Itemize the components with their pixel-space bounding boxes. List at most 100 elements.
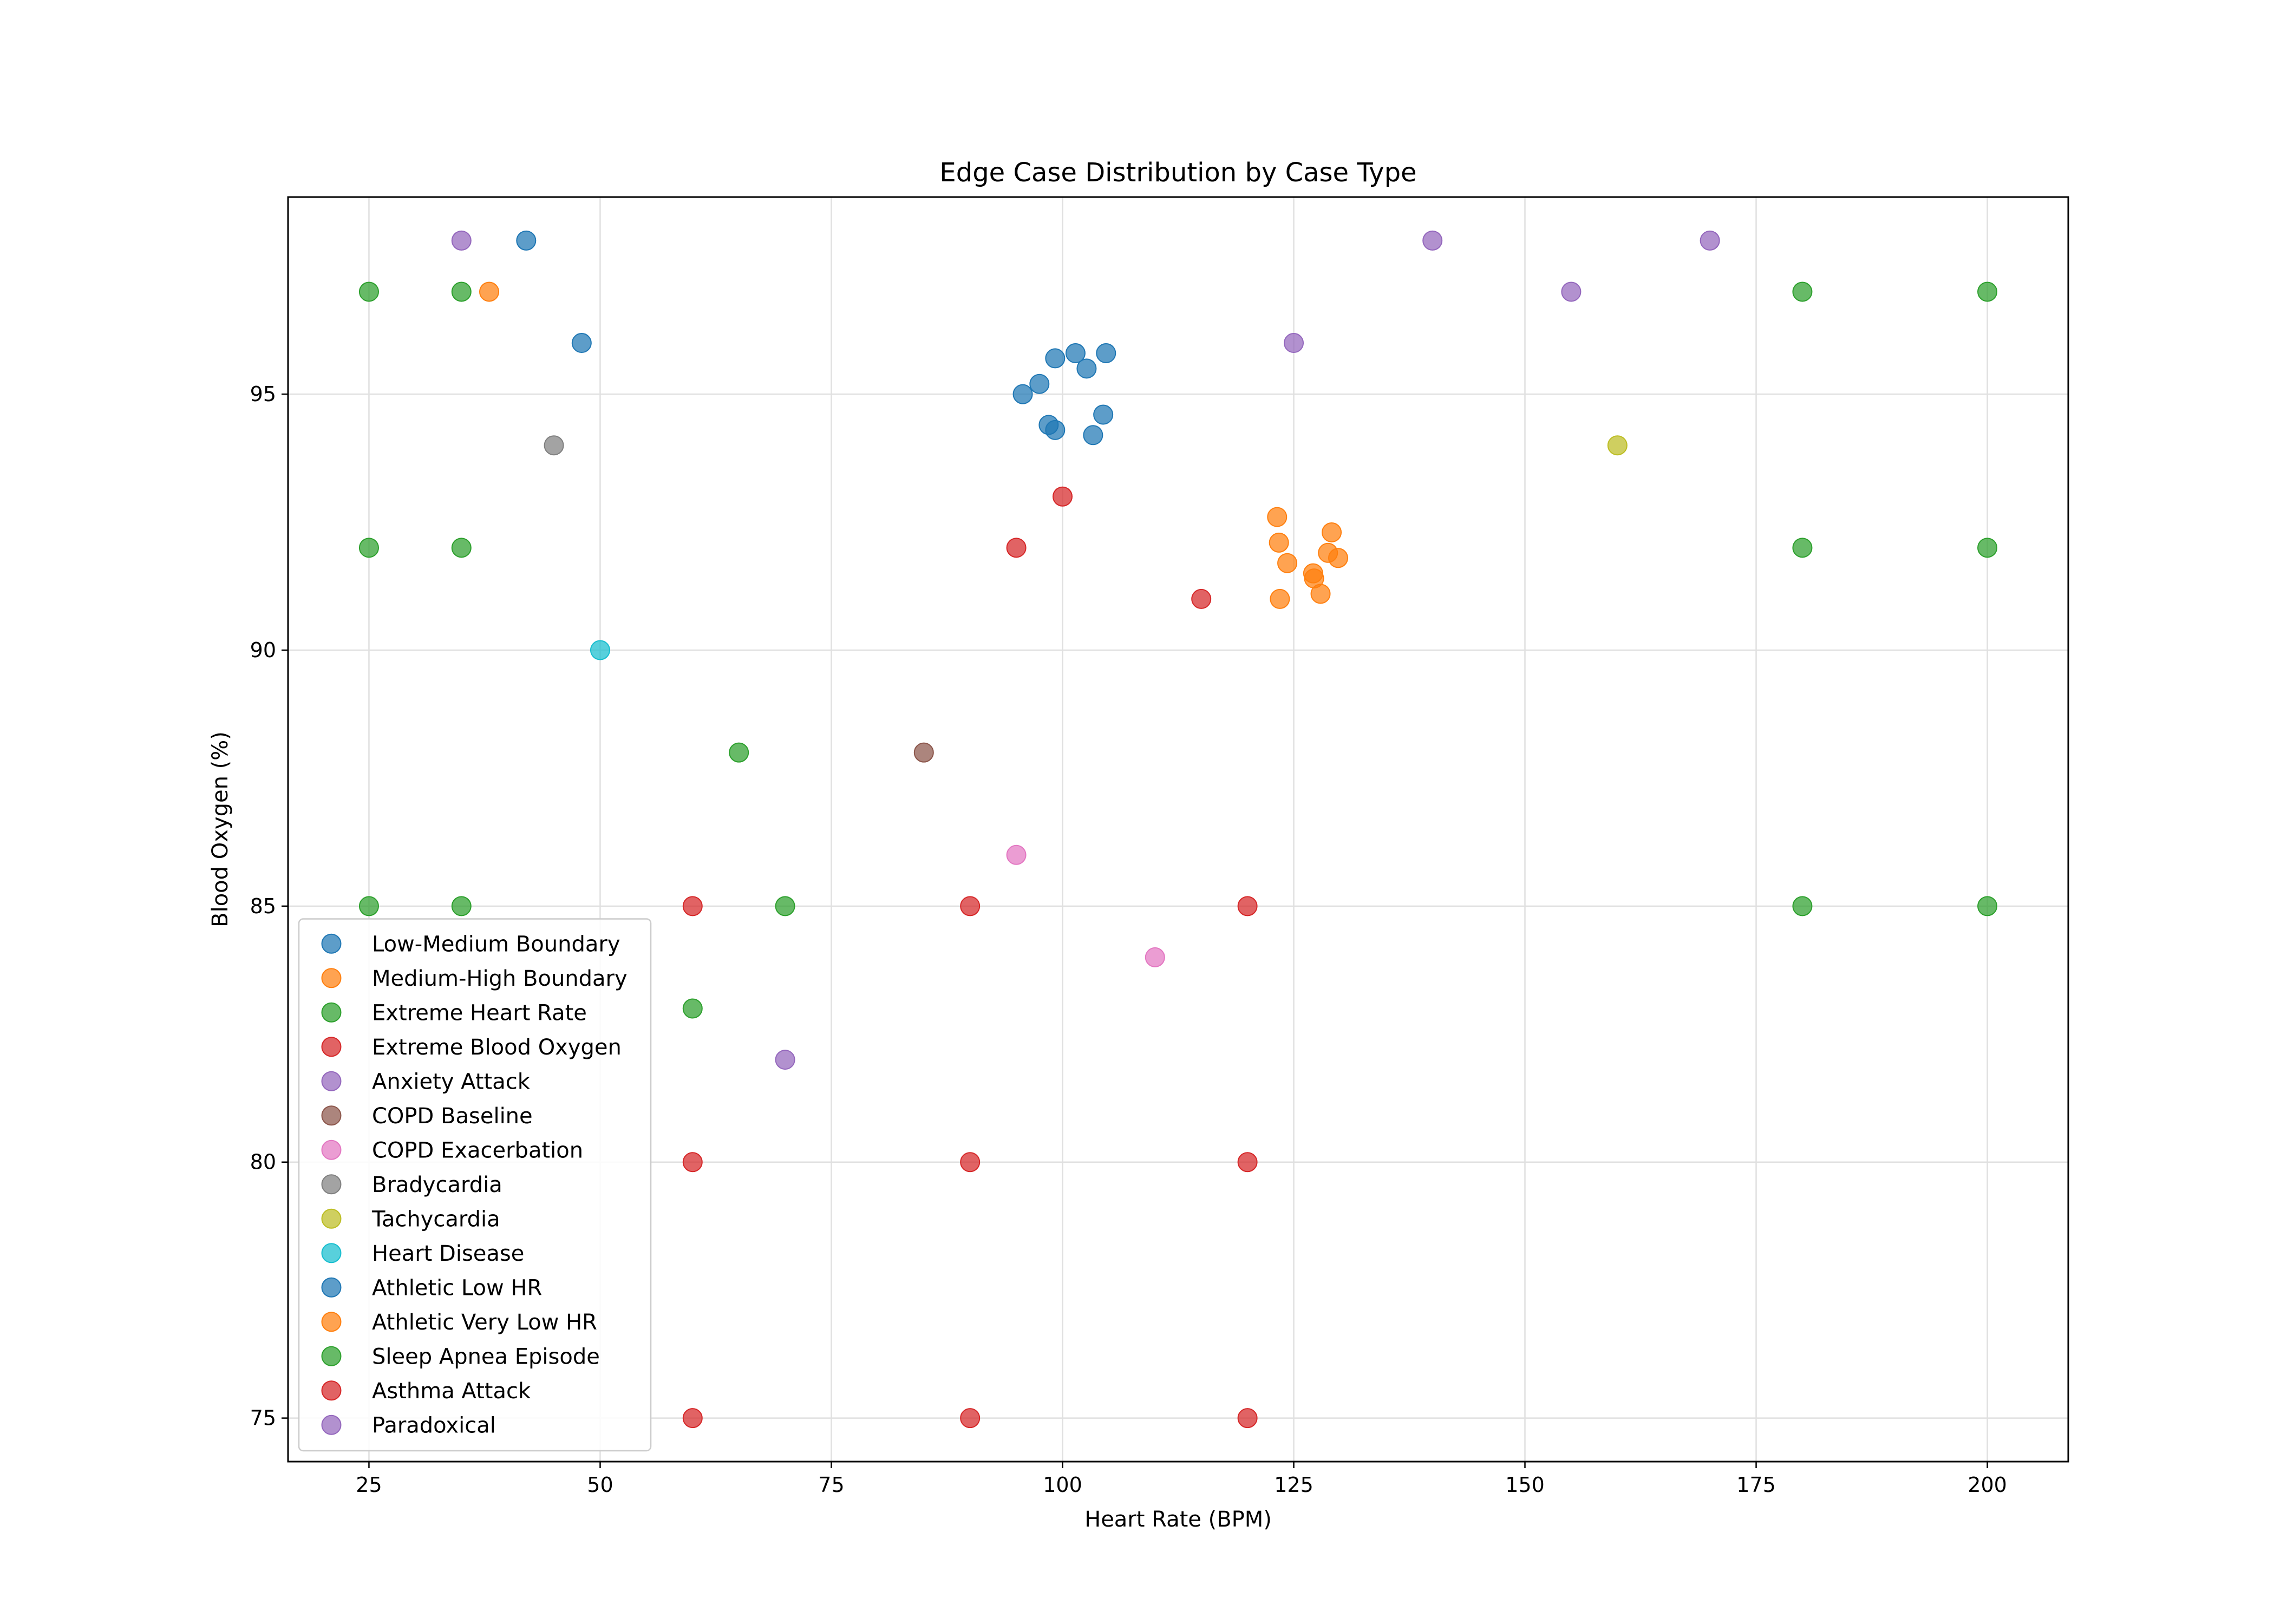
data-point — [590, 640, 610, 660]
legend-label: Bradycardia — [372, 1173, 502, 1197]
data-point — [1607, 435, 1628, 456]
data-point — [1267, 507, 1288, 527]
legend-marker — [321, 1071, 342, 1091]
legend-label: Extreme Blood Oxygen — [372, 1035, 622, 1060]
data-point — [775, 896, 795, 916]
x-tick-label: 125 — [1274, 1473, 1314, 1497]
data-point — [1700, 230, 1720, 251]
data-point — [1310, 584, 1331, 604]
data-point — [451, 281, 472, 302]
data-point — [775, 1050, 795, 1070]
data-point — [682, 998, 703, 1019]
x-tick-label: 75 — [818, 1473, 844, 1497]
data-point — [682, 1152, 703, 1173]
legend-label: COPD Baseline — [372, 1104, 533, 1129]
y-tick-label: 75 — [250, 1406, 276, 1430]
legend-label: Anxiety Attack — [372, 1069, 531, 1094]
legend-marker — [321, 1037, 342, 1057]
data-point — [479, 281, 500, 302]
data-point — [1145, 947, 1165, 967]
legend-label: Paradoxical — [372, 1413, 496, 1438]
legend-label: Asthma Attack — [372, 1379, 531, 1404]
data-point — [1093, 404, 1114, 425]
x-tick-label: 25 — [356, 1473, 382, 1497]
data-point — [1792, 281, 1813, 302]
data-point — [1045, 420, 1066, 440]
x-tick-label: 200 — [1968, 1473, 2007, 1497]
data-points — [358, 230, 1998, 1429]
data-point — [358, 538, 379, 558]
y-axis-label: Blood Oxygen (%) — [208, 731, 233, 927]
data-point — [1270, 588, 1290, 609]
data-point — [1029, 374, 1050, 394]
legend-marker — [321, 1415, 342, 1435]
data-point — [1269, 532, 1289, 553]
legend-marker — [321, 1105, 342, 1126]
data-point — [1792, 896, 1813, 916]
data-point — [1052, 486, 1073, 507]
data-point — [1277, 553, 1298, 573]
data-point — [1977, 281, 1998, 302]
data-point — [682, 1408, 703, 1429]
data-point — [1076, 358, 1097, 379]
data-point — [1322, 522, 1342, 542]
legend-marker — [321, 1312, 342, 1332]
legend-marker — [321, 1346, 342, 1366]
legend-marker — [321, 1140, 342, 1160]
plot-area-frame — [287, 196, 2069, 1463]
x-tick-label: 150 — [1505, 1473, 1545, 1497]
legend-label: Heart Disease — [372, 1241, 524, 1266]
y-tick-label: 90 — [250, 638, 276, 662]
x-tick-label: 50 — [587, 1473, 613, 1497]
data-point — [358, 896, 379, 916]
data-point — [1792, 538, 1813, 558]
legend-label: Athletic Low HR — [372, 1275, 542, 1300]
data-point — [358, 281, 379, 302]
data-point — [1045, 348, 1066, 369]
data-point — [1065, 343, 1086, 363]
chart-title: Edge Case Distribution by Case Type — [939, 158, 1416, 188]
legend-label: Medium-High Boundary — [372, 966, 628, 991]
data-point — [1237, 896, 1258, 916]
y-tick-label: 85 — [250, 894, 276, 918]
legend-marker — [321, 933, 342, 954]
data-point — [1977, 896, 1998, 916]
legend-marker — [321, 1243, 342, 1263]
data-point — [1083, 425, 1103, 446]
legend-box — [298, 918, 652, 1452]
data-point — [544, 435, 564, 456]
data-point — [1284, 333, 1304, 353]
data-point — [1422, 230, 1443, 251]
legend: Low-Medium Boundary Medium-High Boundary E… — [298, 918, 652, 1452]
data-point — [729, 742, 749, 763]
data-point — [960, 1152, 981, 1173]
legend-label: COPD Exacerbation — [372, 1138, 583, 1163]
x-axis-label: Heart Rate (BPM) — [1084, 1507, 1272, 1532]
data-point — [913, 742, 934, 763]
data-point — [1977, 538, 1998, 558]
data-point — [571, 333, 592, 353]
legend-label: Tachycardia — [371, 1207, 500, 1232]
data-point — [960, 896, 981, 916]
y-tick-label: 80 — [250, 1150, 276, 1174]
data-point — [1328, 548, 1348, 568]
x-axis: 25 50 75 100 125 150 175 200 — [356, 1462, 2007, 1497]
y-tick-label: 95 — [250, 382, 276, 406]
x-tick-label: 175 — [1736, 1473, 1776, 1497]
data-point — [1237, 1408, 1258, 1429]
x-tick-label: 100 — [1043, 1473, 1082, 1497]
data-point — [960, 1408, 981, 1429]
legend-marker — [321, 968, 342, 988]
legend-marker — [321, 1277, 342, 1298]
data-point — [682, 896, 703, 916]
legend-marker — [321, 1380, 342, 1401]
data-point — [1191, 588, 1212, 609]
data-point — [1237, 1152, 1258, 1173]
data-point — [516, 230, 537, 251]
legend-marker — [321, 1174, 342, 1195]
data-point — [451, 538, 472, 558]
legend-marker — [321, 1002, 342, 1023]
legend-label: Athletic Very Low HR — [372, 1310, 597, 1335]
data-point — [1096, 343, 1116, 363]
